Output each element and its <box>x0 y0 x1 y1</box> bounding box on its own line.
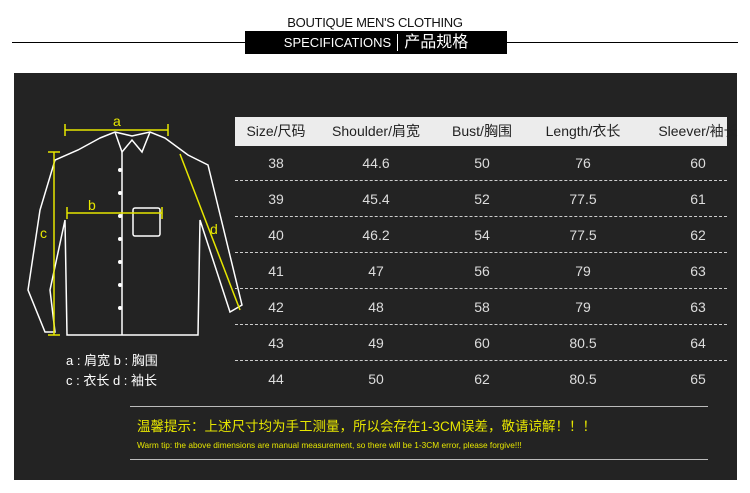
table-cell: 50 <box>474 155 490 171</box>
divider <box>130 406 708 407</box>
table-row: 41 47 56 79 63 <box>235 253 727 289</box>
shirt-outline <box>27 131 243 336</box>
label-c: c <box>40 225 47 241</box>
table-cell: 80.5 <box>569 371 597 387</box>
table-cell: 76 <box>575 155 591 171</box>
label-b: b <box>88 197 96 213</box>
column-header: Size/尺码 <box>246 123 306 139</box>
table-cell: 79 <box>575 299 591 315</box>
shirt-diagram <box>27 124 243 336</box>
column-header: Length/衣长 <box>545 123 621 139</box>
row-divider <box>235 216 727 217</box>
table-row: 38 44.6 50 76 60 <box>235 145 727 181</box>
row-divider <box>235 288 727 289</box>
divider <box>507 42 738 43</box>
table-cell: 60 <box>474 335 490 351</box>
table-cell: 52 <box>474 191 490 207</box>
row-divider <box>235 252 727 253</box>
table-cell: 62 <box>690 227 706 243</box>
table-cell: 42 <box>268 299 284 315</box>
measure-d <box>179 153 241 311</box>
table-row: 44 50 62 80.5 65 <box>235 361 727 397</box>
legend-line-1: a : 肩宽 b : 胸围 <box>66 353 158 368</box>
spec-zh: 产品规格 <box>404 34 469 51</box>
table-cell: 49 <box>368 335 384 351</box>
tip-zh: 温馨提示：上述尺寸均为手工测量，所以会存在1-3CM误差，敬请谅解！！！ <box>137 419 597 434</box>
column-header: Sleever/袖长 <box>658 123 738 139</box>
divider <box>130 459 708 460</box>
table-cell: 46.2 <box>362 227 390 243</box>
spec-en: SPECIFICATIONS <box>283 34 392 50</box>
pocket <box>132 207 161 237</box>
table-row: 43 49 60 80.5 64 <box>235 325 727 361</box>
table-cell: 47 <box>368 263 384 279</box>
row-divider <box>235 180 727 181</box>
legend-line-2: c : 衣长 d : 袖长 <box>66 373 158 388</box>
specifications-banner: SPECIFICATIONS 产品规格 <box>245 31 507 54</box>
table-cell: 50 <box>368 371 384 387</box>
table-cell: 39 <box>268 191 284 207</box>
table-cell: 44.6 <box>362 155 390 171</box>
table-header: Size/尺码 Shoulder/肩宽 Bust/胸围 Length/衣长 Sleeve… <box>235 117 738 146</box>
collar <box>114 131 151 154</box>
table-cell: 48 <box>368 299 384 315</box>
table-cell: 41 <box>268 263 284 279</box>
table-cell: 64 <box>690 335 706 351</box>
table-cell: 77.5 <box>569 227 597 243</box>
column-header: Shoulder/肩宽 <box>332 123 420 139</box>
table-cell: 65 <box>690 371 706 387</box>
table-cell: 54 <box>474 227 490 243</box>
table-cell: 58 <box>474 299 490 315</box>
table-cell: 80.5 <box>569 335 597 351</box>
table-cell: 44 <box>268 371 284 387</box>
label-a: a <box>113 113 121 129</box>
row-divider <box>235 324 727 325</box>
table-cell: 79 <box>575 263 591 279</box>
table-cell: 45.4 <box>362 191 390 207</box>
table-cell: 63 <box>690 263 706 279</box>
brand-title: BOUTIQUE MEN'S CLOTHING <box>287 15 463 30</box>
table-cell: 56 <box>474 263 490 279</box>
table-cell: 40 <box>268 227 284 243</box>
table-cell: 60 <box>690 155 706 171</box>
row-divider <box>235 360 727 361</box>
table-cell: 77.5 <box>569 191 597 207</box>
column-header: Bust/胸围 <box>452 123 512 139</box>
table-row: 42 48 58 79 63 <box>235 289 727 325</box>
table-row: 39 45.4 52 77.5 61 <box>235 181 727 217</box>
table-cell: 61 <box>690 191 706 207</box>
table-cell: 62 <box>474 371 490 387</box>
table-cell: 38 <box>268 155 284 171</box>
table-cell: 43 <box>268 335 284 351</box>
divider <box>12 42 245 43</box>
divider <box>397 34 399 51</box>
tip-en: Warm tip: the above dimensions are manua… <box>137 440 522 450</box>
table-cell: 63 <box>690 299 706 315</box>
table-row: 40 46.2 54 77.5 62 <box>235 217 727 253</box>
label-d: d <box>210 221 218 237</box>
